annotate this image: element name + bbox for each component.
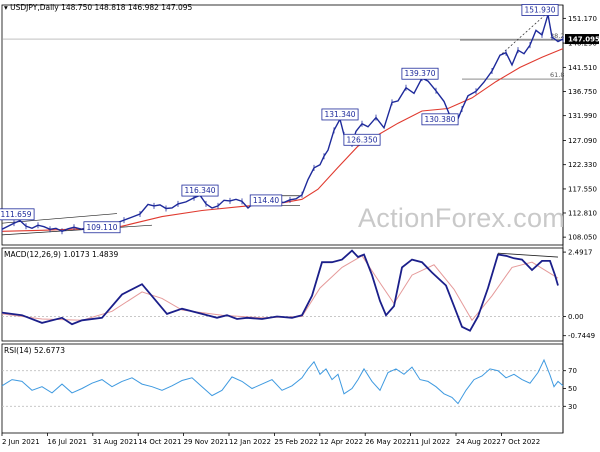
price-annotation-label: 126.350 [346, 135, 377, 144]
x-axis-date-label: 12 Apr 2022 [320, 438, 363, 446]
price-annotation-label: 151.930 [524, 5, 555, 14]
price-annotation-box [321, 108, 359, 121]
price-axis-tick-label: 136.750 [568, 88, 597, 96]
trend-line [1, 224, 153, 236]
price-annotation-label: 116.340 [184, 186, 215, 195]
x-axis-date-label: 16 Jul 2021 [47, 438, 87, 446]
price-axis-tick-label: 112.810 [568, 209, 597, 217]
current-price-label: 147.095 [568, 36, 600, 44]
price-annotation-label: 131.340 [324, 110, 355, 119]
rsi-axis-tick-label: 70 [568, 367, 577, 375]
price-annotation-box [343, 133, 381, 146]
x-axis-date-label: 29 Nov 2021 [184, 438, 229, 446]
price-line [1, 14, 564, 233]
macd-axis-tick-label: -0.7449 [568, 332, 595, 340]
x-axis-date-label: 12 Jan 2022 [229, 438, 271, 446]
x-axis-date-label: 7 Oct 2022 [501, 438, 540, 446]
price-axis-tick-label: 127.090 [568, 137, 597, 145]
macd-axis-tick-label: 2.4917 [568, 249, 593, 257]
price-annotation-label: 114.40 [253, 196, 279, 205]
x-axis-date-label: 24 Aug 2022 [456, 438, 501, 446]
price-axis-tick-label: 131.990 [568, 112, 597, 120]
rsi-panel-header: RSI(14) 52.6773 [4, 346, 65, 355]
macd-signal-line [1, 255, 559, 322]
price-annotation-box [401, 67, 439, 80]
x-axis-date-label: 2 Jun 2021 [2, 438, 40, 446]
macd-divergence-line [497, 252, 559, 258]
price-axis-tick-label: 122.330 [568, 161, 597, 169]
x-axis-date-label: 25 Feb 2022 [274, 438, 318, 446]
price-annotation-label: 139.370 [404, 69, 435, 78]
price-annotation-label: 111.659 [0, 210, 31, 219]
x-axis-date-label: 11 Jul 2022 [411, 438, 451, 446]
price-axis-tick-label: 141.510 [568, 64, 597, 72]
price-annotation-label: 130.380 [424, 115, 455, 124]
price-axis-tick-label: 117.550 [568, 185, 597, 193]
panel-frame-rsi [1, 343, 564, 434]
macd-panel-header: MACD(12,26,9) 1.0173 1.4839 [4, 250, 119, 259]
x-axis-date-label: 26 May 2022 [365, 438, 411, 446]
rsi-line [1, 358, 564, 405]
moving-average-line [1, 48, 564, 232]
price-annotation-box [0, 208, 35, 221]
x-axis-date-label: 14 Oct 2021 [138, 438, 181, 446]
macd-line [1, 249, 559, 332]
price-annotation-box [521, 4, 559, 16]
panel-frame-macd [1, 247, 564, 342]
price-annotation-box [83, 221, 121, 234]
price-annotation-label: 109.110 [86, 223, 117, 232]
price-axis-tick-label: 108.050 [568, 234, 597, 242]
fib-level-label: 61.8 [550, 71, 564, 79]
price-annotation-box [421, 113, 459, 126]
price-annotation-box [181, 184, 219, 197]
rsi-axis-tick-label: 50 [568, 385, 577, 393]
x-axis-date-label: 31 Aug 2021 [93, 438, 138, 446]
price-annotation-box [249, 194, 283, 207]
ohlc-values: 148.750 148.818 146.982 147.095 [61, 3, 193, 12]
price-panel-header[interactable]: ▾ USDJPY,Daily 148.750 148.818 146.982 1… [4, 3, 192, 12]
macd-axis-tick-label: 0.00 [568, 313, 584, 321]
triangle-down-icon[interactable]: ▾ [4, 3, 8, 12]
watermark: ActionForex.com [358, 203, 566, 233]
fib-level-label: 38.2 [550, 32, 564, 40]
rsi-axis-tick-label: 30 [568, 403, 577, 411]
symbol-label: USDJPY,Daily [10, 3, 59, 12]
price-axis-tick-label: 151.170 [568, 15, 597, 23]
current-price-tag [565, 34, 599, 45]
